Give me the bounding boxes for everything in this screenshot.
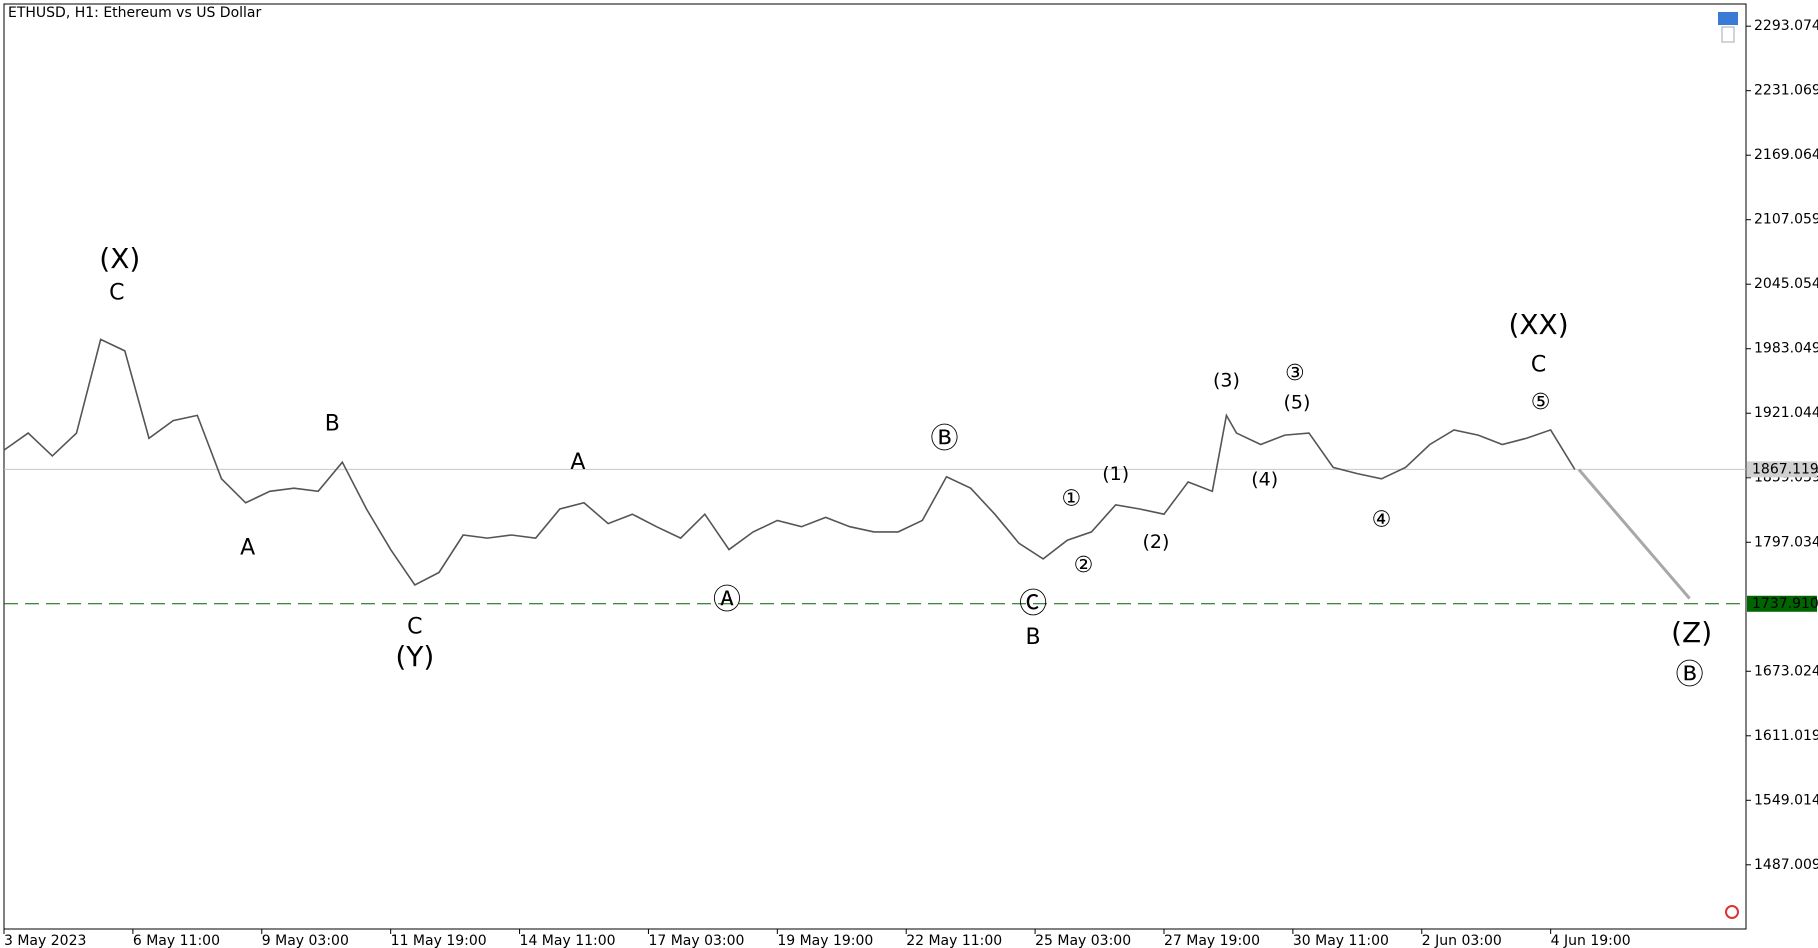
toolbar-icon[interactable] — [1718, 12, 1739, 919]
wave-label: (3) — [1213, 370, 1240, 392]
x-tick-label: 22 May 11:00 — [906, 933, 1002, 948]
wave-label: Ⓑ — [930, 421, 958, 454]
wave-label: A — [570, 450, 585, 475]
y-tick-label: 2231.069 — [1754, 83, 1818, 99]
y-tick-label: 2293.074 — [1754, 18, 1818, 34]
price-label: 1867.119 — [1752, 461, 1818, 477]
wave-label: B — [325, 412, 340, 437]
x-tick-label: 6 May 11:00 — [133, 933, 220, 948]
y-tick-label: 1921.044 — [1754, 405, 1818, 421]
y-tick-label: 1797.034 — [1754, 534, 1818, 550]
wave-label: Ⓒ — [1019, 587, 1047, 620]
price-label-box — [1747, 461, 1817, 478]
y-tick-label: 2169.064 — [1754, 147, 1818, 163]
icon — [1721, 26, 1735, 43]
wave-label: C — [109, 281, 124, 306]
x-tick-label: 17 May 03:00 — [648, 933, 744, 948]
wave-label: ④ — [1372, 507, 1392, 532]
x-tick-label: 19 May 19:00 — [777, 933, 873, 948]
x-tick-label: 9 May 03:00 — [262, 933, 349, 948]
wave-label: C — [1531, 352, 1546, 377]
plot-frame — [3, 3, 1747, 930]
wave-label: (4) — [1251, 468, 1278, 490]
wave-label: Ⓐ — [713, 583, 741, 616]
level-label-box — [1747, 595, 1817, 612]
icon — [1725, 905, 1739, 919]
y-tick-label: 2045.054 — [1754, 276, 1818, 292]
projection — [1577, 468, 1691, 600]
price-line-series — [3, 338, 1576, 586]
x-tick-label: 2 Jun 03:00 — [1422, 933, 1502, 948]
x-tick-label: 14 May 11:00 — [520, 933, 616, 948]
wave-label: B — [1026, 625, 1041, 650]
wave-label: C — [407, 615, 422, 640]
wave-label: (5) — [1283, 391, 1310, 413]
wave-label: ② — [1074, 553, 1094, 578]
wave-label: ⑤ — [1531, 390, 1551, 415]
x-tick-label: 30 May 11:00 — [1293, 933, 1389, 948]
x-tick-label: 4 Jun 19:00 — [1551, 933, 1631, 948]
wave-label: Ⓑ — [1676, 657, 1704, 690]
wave-label: (Z) — [1671, 616, 1712, 649]
wave-label: (XX) — [1508, 308, 1568, 341]
wave-label: A — [240, 536, 255, 561]
y-tick-label: 1983.049 — [1754, 341, 1818, 357]
y-tick-label: 2107.059 — [1754, 212, 1818, 228]
wave-label: (1) — [1102, 463, 1129, 485]
x-tick-label: 27 May 19:00 — [1164, 933, 1260, 948]
y-tick-label: 1611.019 — [1754, 728, 1818, 744]
chart-title: ETHUSD, H1: Ethereum vs US Dollar — [8, 5, 262, 21]
level-label: 1737.910 — [1752, 596, 1818, 612]
y-tick-label: 1487.009 — [1754, 857, 1818, 873]
wave-label: ① — [1061, 487, 1081, 512]
wave-label: (2) — [1142, 531, 1169, 553]
x-tick-label: 3 May 2023 — [4, 933, 86, 948]
x-tick-label: 11 May 19:00 — [391, 933, 487, 948]
wave-label: (Y) — [395, 640, 434, 673]
wave-label: (X) — [99, 242, 140, 275]
x-tick-label: 25 May 03:00 — [1035, 933, 1131, 948]
wave-label: ③ — [1285, 361, 1305, 386]
icon — [1718, 12, 1738, 25]
y-tick-label: 1549.014 — [1754, 792, 1818, 808]
y-tick-label: 1673.024 — [1754, 663, 1818, 679]
